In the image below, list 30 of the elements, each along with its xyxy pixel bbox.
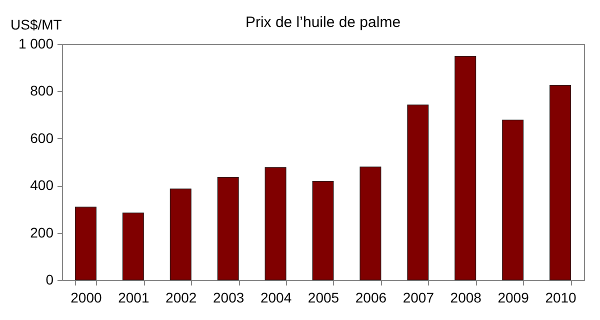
x-tick-label: 2009 [498, 290, 530, 306]
x-tick-label: 2007 [402, 290, 434, 306]
y-tick-label: 1 000 [18, 36, 54, 52]
bar [360, 166, 382, 280]
x-tick-label: 2003 [213, 290, 244, 306]
bar [122, 212, 144, 280]
chart-title: Prix de l’huile de palme [245, 14, 401, 31]
bar [454, 56, 476, 280]
x-tick-label: 2001 [118, 290, 150, 306]
y-tick-label: 400 [30, 177, 54, 194]
bar [170, 188, 192, 280]
bar [264, 167, 286, 280]
x-tick-label: 2006 [355, 290, 387, 306]
bar [74, 206, 96, 280]
y-tick-label: 600 [30, 130, 54, 146]
y-tick-label: 0 [46, 272, 54, 288]
bar [312, 181, 334, 280]
bar [550, 85, 572, 280]
x-tick-label: 2002 [166, 290, 197, 306]
bar [407, 104, 429, 280]
x-tick-label: 2008 [450, 290, 482, 306]
x-tick-label: 2004 [260, 290, 292, 306]
x-tick-label: 2000 [70, 290, 102, 306]
y-axis-title: US$/MT [10, 16, 62, 32]
x-tick-label: 2005 [308, 290, 340, 306]
bar [217, 177, 239, 280]
y-tick-label: 800 [30, 82, 54, 99]
x-tick-label: 2010 [545, 290, 577, 306]
bar [502, 120, 524, 280]
y-tick-label: 200 [30, 224, 54, 240]
